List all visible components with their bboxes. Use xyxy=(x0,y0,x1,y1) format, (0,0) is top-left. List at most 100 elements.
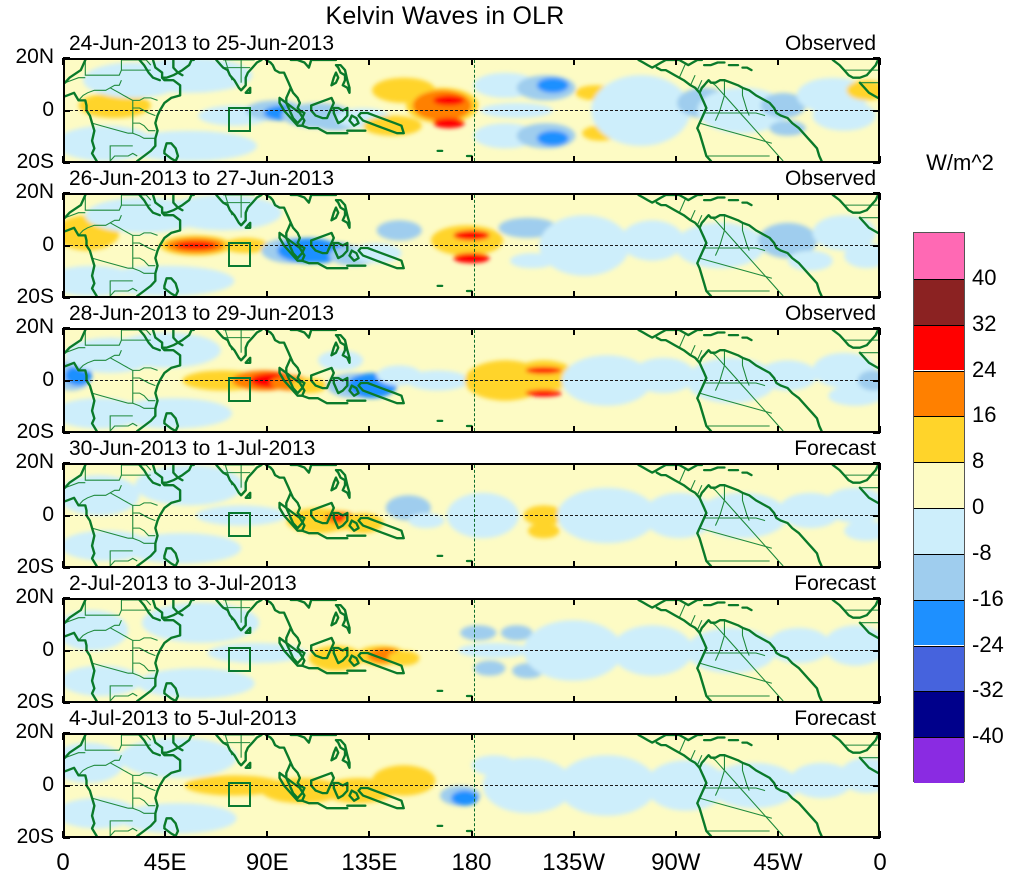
x-tick-mark-top xyxy=(266,733,269,740)
region-box-marker xyxy=(228,782,251,808)
map-panel-4[interactable]: 30-Jun-2013 to 1-Jul-2013 Forecast xyxy=(62,437,881,569)
x-tick-mark xyxy=(776,426,779,433)
x-tick-mark-top xyxy=(470,598,473,605)
x-tick-mark xyxy=(266,156,269,163)
x-tick-mark xyxy=(368,156,371,163)
y-tick-mark xyxy=(63,244,70,247)
panel-plot-area xyxy=(63,733,880,838)
y-tick-mark xyxy=(63,462,70,464)
x-tick-mark xyxy=(266,696,269,703)
y-tick-mark xyxy=(63,732,70,734)
x-tick-mark-top xyxy=(368,328,371,335)
x-tick-mark-top xyxy=(879,58,881,65)
x-tick-mark xyxy=(62,426,64,433)
x-tick-mark-top xyxy=(674,58,677,65)
map-panel-6[interactable]: 4-Jul-2013 to 5-Jul-2013 Forecast xyxy=(62,707,881,839)
x-tick-mark-top xyxy=(674,193,677,200)
y-tick-mark-right xyxy=(873,649,880,652)
colorbar-label-3: 16 xyxy=(972,402,997,428)
x-tick-mark-top xyxy=(572,58,575,65)
y-axis-tick-labels: 20N 0 20S xyxy=(0,585,58,713)
x-tick-mark-top xyxy=(572,733,575,740)
panel-header-2: 26-Jun-2013 to 27-Jun-2013 Observed xyxy=(65,166,878,192)
map-panel-2[interactable]: 26-Jun-2013 to 27-Jun-2013 Observed xyxy=(62,167,881,299)
y-tick-20S: 20S xyxy=(16,555,54,578)
panel-header-4: 30-Jun-2013 to 1-Jul-2013 Forecast xyxy=(65,436,878,462)
panel-date-range: 24-Jun-2013 to 25-Jun-2013 xyxy=(69,32,335,55)
x-tick-mark-top xyxy=(572,598,575,605)
page-title: Kelvin Waves in OLR xyxy=(325,2,565,30)
x-tick-mark xyxy=(674,831,677,838)
y-tick-mark-right xyxy=(873,379,880,382)
x-tick-mark xyxy=(266,831,269,838)
dateline-meridian xyxy=(473,735,475,836)
x-tick-135E: 135E xyxy=(341,849,398,876)
dateline-meridian xyxy=(473,600,475,701)
y-tick-mark xyxy=(63,379,70,382)
y-tick-20N: 20N xyxy=(15,585,54,608)
panel-header-6: 4-Jul-2013 to 5-Jul-2013 Forecast xyxy=(65,706,878,732)
region-box-marker xyxy=(228,647,251,673)
map-panel-1[interactable]: 24-Jun-2013 to 25-Jun-2013 Observed xyxy=(62,32,881,164)
x-tick-mark-top xyxy=(368,598,371,605)
x-tick-mark-top xyxy=(776,328,779,335)
map-panel-5[interactable]: 2-Jul-2013 to 3-Jul-2013 Forecast xyxy=(62,572,881,704)
x-tick-mark xyxy=(674,696,677,703)
panel-plot-area xyxy=(63,598,880,703)
x-tick-mark xyxy=(879,561,881,568)
y-tick-mark-right xyxy=(873,514,880,517)
y-tick-mark-right xyxy=(873,702,880,704)
colorbar-label-5: 0 xyxy=(972,494,985,519)
y-tick-0: 0 xyxy=(42,367,54,391)
map-panel-3[interactable]: 28-Jun-2013 to 29-Jun-2013 Observed xyxy=(62,302,881,434)
y-tick-20S: 20S xyxy=(16,825,54,848)
x-tick-mark xyxy=(62,696,64,703)
x-tick-mark xyxy=(368,291,371,298)
x-tick-mark xyxy=(368,426,371,433)
map-contour-layer xyxy=(65,465,878,566)
y-tick-20N: 20N xyxy=(15,720,54,743)
x-tick-mark xyxy=(164,156,167,163)
x-tick-mark xyxy=(62,831,64,838)
region-box-marker xyxy=(228,242,251,268)
y-tick-mark-right xyxy=(873,327,880,329)
x-tick-mark xyxy=(368,561,371,568)
panel-date-range: 4-Jul-2013 to 5-Jul-2013 xyxy=(69,707,297,730)
y-tick-mark-right xyxy=(873,784,880,787)
y-axis-tick-labels: 20N 0 20S xyxy=(0,315,58,443)
y-tick-mark-right xyxy=(873,192,880,194)
colorbar-label-9: -32 xyxy=(972,677,1004,703)
y-tick-mark-right xyxy=(873,462,880,464)
x-tick-mark xyxy=(674,156,677,163)
x-tick-mark-top xyxy=(266,598,269,605)
x-tick-mark-top xyxy=(62,463,64,470)
x-tick-mark xyxy=(470,561,473,568)
y-tick-mark-right xyxy=(873,244,880,247)
x-tick-mark-top xyxy=(266,193,269,200)
x-tick-mark-top xyxy=(164,328,167,335)
colorbar-units-label: W/m^2 xyxy=(926,150,994,175)
x-tick-mark xyxy=(266,426,269,433)
map-contour-layer xyxy=(65,195,878,296)
x-tick-mark xyxy=(470,831,473,838)
x-tick-mark xyxy=(572,156,575,163)
colorbar-band-6 xyxy=(914,508,964,554)
panel-date-range: 2-Jul-2013 to 3-Jul-2013 xyxy=(69,572,297,595)
panel-status-label: Forecast xyxy=(794,707,876,730)
colorbar-band-0 xyxy=(914,233,964,279)
map-contour-layer xyxy=(65,330,878,431)
colorbar-band-9 xyxy=(914,645,964,692)
x-tick-mark-top xyxy=(674,733,677,740)
x-tick-mark-top xyxy=(470,328,473,335)
panel-header-1: 24-Jun-2013 to 25-Jun-2013 Observed xyxy=(65,31,878,57)
x-tick-mark-top xyxy=(572,328,575,335)
x-tick-90W: 90W xyxy=(651,849,701,876)
region-box-marker xyxy=(228,512,251,538)
y-tick-0: 0 xyxy=(42,772,54,796)
x-tick-mark-top xyxy=(776,733,779,740)
x-tick-mark xyxy=(368,696,371,703)
y-tick-20S: 20S xyxy=(16,285,54,308)
x-axis-tick-labels: 0 45E 90E 135E 180 135W 90W 45W 0 xyxy=(56,849,886,883)
x-tick-mark-top xyxy=(368,58,371,65)
x-tick-mark xyxy=(470,156,473,163)
